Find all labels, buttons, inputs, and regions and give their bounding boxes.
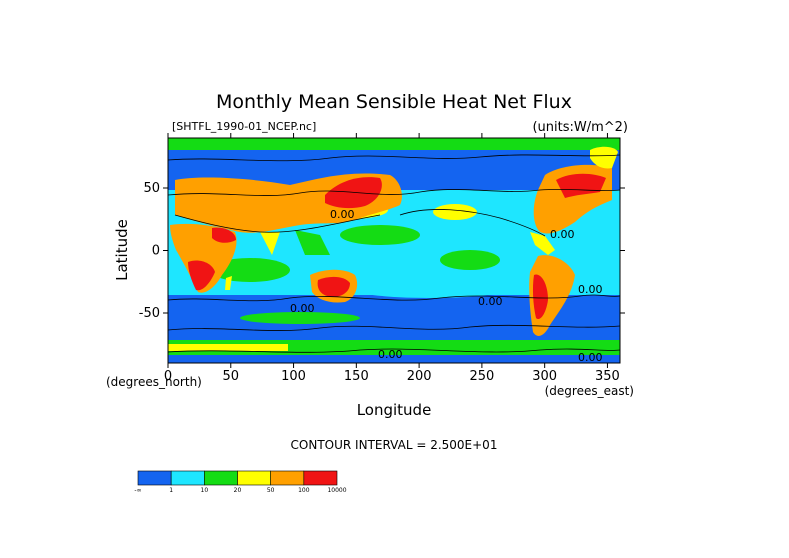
contour-label: 0.00 <box>330 208 355 221</box>
contour-line-6 <box>174 214 381 233</box>
x-tick-label: 300 <box>532 369 557 384</box>
y-tick-label: -50 <box>139 306 160 321</box>
y-unit-note: (degrees_north) <box>106 375 202 389</box>
contour-line-2 <box>167 154 621 162</box>
contour-line-1 <box>167 189 621 196</box>
field-tropics-green-3 <box>440 250 500 270</box>
colorbar-tick-label: 10000 <box>327 487 346 494</box>
field-tropics-green-2 <box>340 225 420 245</box>
contour-line-7 <box>399 209 546 237</box>
contour-value-labels: 0.00 0.00 0.00 0.00 0.00 0.00 0.00 <box>290 208 603 364</box>
x-tick-label: 150 <box>344 369 369 384</box>
land-south-america-red <box>532 274 548 320</box>
contour-label: 0.00 <box>478 295 503 308</box>
contour-line-3 <box>167 294 621 302</box>
contour-label: 0.00 <box>290 302 315 315</box>
map-plot: 0.00 0.00 0.00 0.00 0.00 0.00 0.00 <box>167 137 621 364</box>
land-greenland <box>590 146 618 169</box>
contour-lines <box>167 154 621 353</box>
land-central-america <box>530 232 555 255</box>
land-africa-red <box>188 260 215 291</box>
contour-label: 0.00 <box>578 351 603 364</box>
x-tick-label: 100 <box>281 369 306 384</box>
y-tick-label: 0 <box>152 244 160 259</box>
colorbar-swatch <box>270 470 305 486</box>
colorbar-swatch <box>303 470 338 486</box>
land-southeast-asia <box>295 230 330 255</box>
contour-label: 0.00 <box>378 348 403 361</box>
units-label: (units:W/m^2) <box>532 120 628 135</box>
colorbar-tick-label: 50 <box>267 487 275 494</box>
colorbar-tick-label: 20 <box>234 487 242 494</box>
field-tropics-yellow-1 <box>433 204 477 220</box>
y-axis: -50 0 50 <box>139 181 625 321</box>
x-tick-label: 0 <box>164 369 172 384</box>
x-tick-label: 350 <box>595 369 620 384</box>
field-antarctic-yellow <box>168 344 288 351</box>
field-subtropics-blue <box>350 278 510 298</box>
land-india <box>260 232 280 255</box>
contour-label: 0.00 <box>578 283 603 296</box>
colorbar-swatch <box>204 470 238 486</box>
x-tick-label: 50 <box>223 369 240 384</box>
field-arctic-green <box>168 138 620 150</box>
field-tropics-green-1 <box>210 258 290 282</box>
colorbar-swatch <box>170 470 205 486</box>
colorbar-tick-label: 10 <box>201 487 209 494</box>
colorbar-tick-label: 1 <box>169 487 173 494</box>
x-tick-label: 250 <box>469 369 494 384</box>
flux-field <box>168 138 620 363</box>
field-southern-blue-strip <box>168 355 620 363</box>
colorbar: -∞ 1 10 20 50 100 10000 <box>134 470 347 494</box>
x-unit-note: (degrees_east) <box>545 384 634 398</box>
x-tick-label: 200 <box>407 369 432 384</box>
land-australia-red <box>317 276 350 297</box>
contour-line-4 <box>167 324 621 331</box>
colorbar-tick-label: -∞ <box>134 487 141 494</box>
contour-line-5 <box>167 348 621 353</box>
colorbar-tick-label: 100 <box>298 487 310 494</box>
y-tick-label: 50 <box>143 181 160 196</box>
x-axis: 0 50 100 150 200 250 300 350 <box>164 133 620 384</box>
x-axis-label: Longitude <box>357 401 432 419</box>
file-label: [SHTFL_1990-01_NCEP.nc] <box>172 120 316 133</box>
chart-title: Monthly Mean Sensible Heat Net Flux <box>216 91 572 113</box>
contour-interval-text: CONTOUR INTERVAL = 2.500E+01 <box>291 438 498 452</box>
contour-label: 0.00 <box>550 228 575 241</box>
y-axis-label: Latitude <box>113 219 131 281</box>
land-madagascar <box>225 276 232 290</box>
colorbar-swatch <box>137 470 172 486</box>
colorbar-swatch <box>237 470 271 486</box>
field-southern-green <box>240 312 360 324</box>
land-west-africa-red <box>212 227 236 243</box>
land-north-america-red <box>556 173 606 198</box>
